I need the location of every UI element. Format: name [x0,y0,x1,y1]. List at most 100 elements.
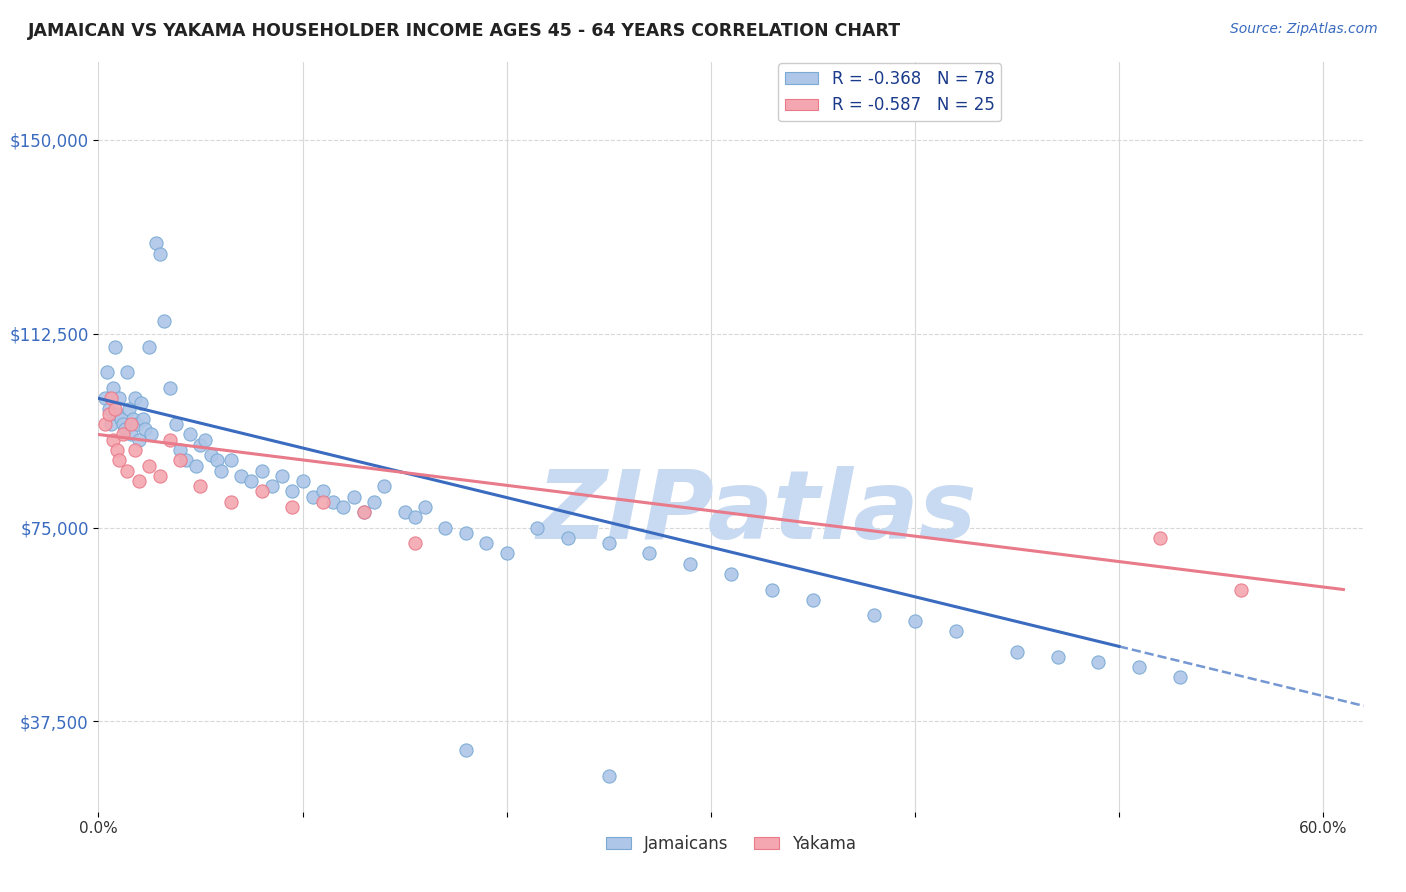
Point [169,442,191,457]
Point [1046,649,1069,664]
Point [291,474,314,488]
Point [115,464,138,478]
Point [111,427,134,442]
Point [97,407,120,421]
Point [134,422,156,436]
Point [720,567,742,582]
Point [118,401,141,416]
Point [679,557,702,571]
Point [115,366,138,380]
Point [105,442,128,457]
Point [281,500,304,514]
Point [152,314,174,328]
Point [128,433,150,447]
Point [186,458,208,473]
Point [638,546,661,560]
Text: JAMAICAN VS YAKAMA HOUSEHOLDER INCOME AGES 45 - 64 YEARS CORRELATION CHART: JAMAICAN VS YAKAMA HOUSEHOLDER INCOME AG… [28,22,901,40]
Point [200,448,222,462]
Point [1230,582,1253,597]
Point [250,484,273,499]
Point [353,505,375,519]
Point [454,742,477,756]
Point [93,417,115,432]
Point [159,433,181,447]
Point [190,438,212,452]
Point [404,510,426,524]
Point [322,494,344,508]
Point [122,412,145,426]
Point [598,536,620,550]
Point [114,422,136,436]
Point [526,520,548,534]
Point [127,417,149,432]
Point [1005,644,1028,658]
Point [108,392,131,406]
Point [100,392,122,406]
Point [557,531,579,545]
Point [495,546,517,560]
Point [96,366,118,380]
Point [138,340,160,354]
Point [363,494,385,508]
Point [332,500,354,514]
Point [193,433,215,447]
Legend: Jamaicans, Yakama: Jamaicans, Yakama [599,829,863,860]
Point [904,614,927,628]
Point [1168,670,1191,684]
Point [863,608,886,623]
Point [111,417,134,432]
Point [404,536,426,550]
Point [165,417,187,432]
Point [281,484,304,499]
Point [271,468,294,483]
Point [231,468,253,483]
Point [205,453,228,467]
Point [240,474,263,488]
Point [312,484,335,499]
Point [1128,660,1150,674]
Point [342,490,364,504]
Point [100,417,122,432]
Point [169,453,191,467]
Point [129,396,152,410]
Point [104,401,127,416]
Point [110,412,132,426]
Point [761,582,783,597]
Point [312,494,335,508]
Point [101,381,124,395]
Point [93,392,115,406]
Point [475,536,498,550]
Point [149,246,172,260]
Point [250,464,273,478]
Point [149,468,172,483]
Point [219,453,242,467]
Point [97,401,120,416]
Point [1087,655,1109,669]
Point [219,494,242,508]
Point [373,479,395,493]
Point [353,505,375,519]
Text: ZIPatlas: ZIPatlas [536,466,977,558]
Point [801,592,824,607]
Point [454,525,477,540]
Point [145,236,167,251]
Point [105,407,128,421]
Point [394,505,416,519]
Point [128,474,150,488]
Point [260,479,283,493]
Point [141,427,163,442]
Text: Source: ZipAtlas.com: Source: ZipAtlas.com [1230,22,1378,37]
Point [190,479,212,493]
Point [124,442,146,457]
Point [120,417,142,432]
Point [174,453,197,467]
Point [159,381,181,395]
Point [945,624,967,638]
Point [434,520,457,534]
Point [209,464,232,478]
Point [132,412,155,426]
Point [179,427,201,442]
Point [138,458,160,473]
Point [598,768,620,782]
Point [108,453,131,467]
